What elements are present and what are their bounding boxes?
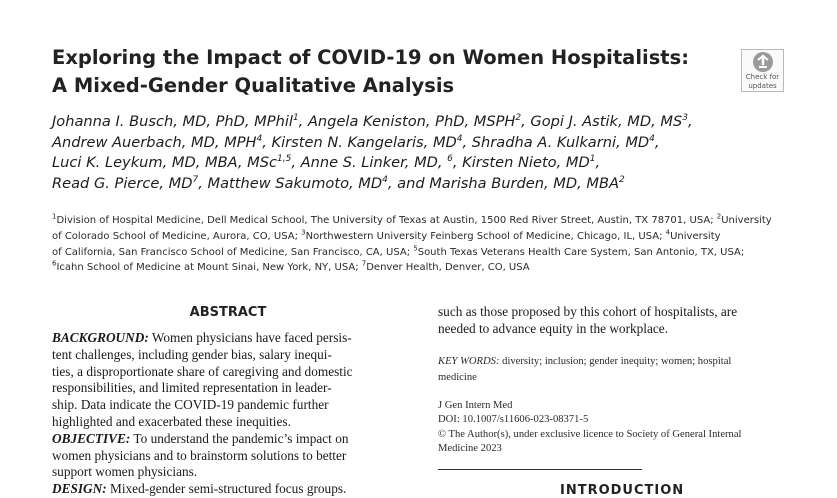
abstract-continuation: such as those proposed by this cohort of… — [438, 303, 792, 337]
affil-ref[interactable]: 2 — [515, 113, 522, 124]
objective-label: OBJECTIVE: — [52, 430, 131, 446]
abstract-line: highlighted and exacerbated these inequi… — [52, 413, 291, 429]
badge-label-2: updates — [748, 82, 777, 90]
paper-title: Exploring the Impact of COVID-19 on Wome… — [52, 44, 732, 100]
author-sep: , — [595, 154, 601, 172]
author-name[interactable]: , Matthew Sakumoto, MD — [198, 174, 383, 192]
affil-ref[interactable]: 4 — [649, 133, 655, 144]
abstract-line: BACKGROUND: Women physicians have faced … — [52, 330, 352, 345]
affil-ref[interactable]: 1,5 — [277, 154, 292, 165]
abstract-line: tent challenges, including gender bias, … — [52, 346, 332, 362]
keywords-label: KEY WORDS: — [438, 356, 500, 367]
abstract-line: ship. Data indicate the COVID-19 pandemi… — [52, 397, 329, 413]
section-divider — [438, 469, 642, 470]
title-line-1: Exploring the Impact of COVID-19 on Wome… — [52, 46, 690, 69]
author-name[interactable]: Johanna I. Busch, MD, PhD, MPhil — [52, 113, 293, 130]
affil-ref[interactable]: 3 — [682, 113, 688, 124]
check-for-updates-icon — [752, 52, 773, 72]
badge-label-1: Check for — [745, 73, 780, 81]
author-name[interactable]: , and Marisha Burden, MD, MBA — [387, 174, 619, 192]
author-name[interactable]: Read G. Pierce, MD — [52, 174, 193, 192]
copyright: © The Author(s), under exclusive licence… — [438, 428, 742, 440]
author-line-1: Johanna I. Busch, MD, PhD, MPhil1, Angel… — [52, 112, 792, 133]
affiliation-line-2: of Colorado School of Medicine, Aurora, … — [52, 228, 721, 242]
journal-name: J Gen Intern Med — [438, 400, 513, 411]
author-sep: , — [687, 113, 693, 130]
author-name[interactable]: , Gopi J. Astik, MD, MS — [521, 113, 683, 130]
background-label: BACKGROUND: — [52, 330, 149, 345]
affil-ref[interactable]: 7 — [192, 174, 199, 185]
author-line-2: Andrew Auerbach, MD, MPH4, Kirsten N. Ka… — [52, 133, 792, 154]
affil-ref[interactable]: 1 — [292, 113, 299, 124]
abstract-line: responsibilities, and limited representa… — [52, 380, 332, 396]
abstract-line: DESIGN: Mixed-gender semi-structured foc… — [52, 481, 347, 497]
affil-ref[interactable]: 4 — [382, 174, 388, 185]
check-for-updates-badge[interactable]: Check for updates — [741, 49, 784, 92]
author-name[interactable]: , Shradha A. Kulkarni, MD — [462, 133, 650, 151]
copyright: Medicine 2023 — [438, 443, 502, 455]
affil-ref[interactable]: 4 — [456, 133, 463, 144]
abstract-line: such as those proposed by this cohort of… — [438, 304, 738, 319]
author-name[interactable]: Andrew Auerbach, MD, MPH — [52, 133, 257, 151]
affiliation-line-3: of California, San Francisco School of M… — [52, 244, 745, 258]
abstract-line: support women physicians. — [52, 464, 198, 480]
author-name[interactable]: Luci K. Leykum, MD, MBA, MSc — [52, 154, 278, 172]
author-line-4: Read G. Pierce, MD7, Matthew Sakumoto, M… — [52, 174, 792, 195]
affiliations: 1Division of Hospital Medicine, Dell Med… — [52, 213, 792, 276]
affiliation-line-1: 1Division of Hospital Medicine, Dell Med… — [52, 212, 772, 226]
abstract-line: ties, a disproportionate share of caregi… — [52, 363, 353, 379]
affil-ref[interactable]: 6 — [447, 154, 453, 165]
title-line-2: A Mixed-Gender Qualitative Analysis — [52, 74, 455, 97]
affiliation-line-4: 6Icahn School of Medicine at Mount Sinai… — [52, 260, 530, 274]
doi[interactable]: DOI: 10.1007/s11606-023-08371-5 — [438, 414, 589, 426]
article-metadata: J Gen Intern Med DOI: 10.1007/s11606-023… — [438, 399, 792, 457]
affil-ref[interactable]: 1 — [589, 154, 596, 165]
abstract-body: BACKGROUND: Women physicians have faced … — [52, 330, 406, 498]
abstract-line: OBJECTIVE: To understand the pandemic’s … — [52, 430, 349, 446]
author-sep: , — [654, 133, 660, 151]
author-name[interactable]: , Kirsten Nieto, MD — [452, 154, 590, 172]
abstract-heading: ABSTRACT — [189, 305, 267, 320]
affil-ref[interactable]: 4 — [256, 133, 263, 144]
abstract-line: needed to advance equity in the workplac… — [438, 321, 669, 336]
design-label: DESIGN: — [52, 481, 107, 497]
author-name[interactable]: , Angela Keniston, PhD, MSPH — [298, 113, 516, 130]
abstract-line: women physicians and to brainstorm solut… — [52, 447, 347, 463]
affil-ref[interactable]: 2 — [618, 174, 625, 185]
author-list: Johanna I. Busch, MD, PhD, MPhil1, Angel… — [52, 112, 792, 194]
author-name[interactable]: , Kirsten N. Kangelaris, MD — [262, 133, 457, 151]
keywords: KEY WORDS: diversity; inclusion; gender … — [438, 356, 732, 383]
author-line-3: Luci K. Leykum, MD, MBA, MSc1,5, Anne S.… — [52, 153, 792, 174]
author-name[interactable]: , Anne S. Linker, MD, — [291, 154, 448, 172]
